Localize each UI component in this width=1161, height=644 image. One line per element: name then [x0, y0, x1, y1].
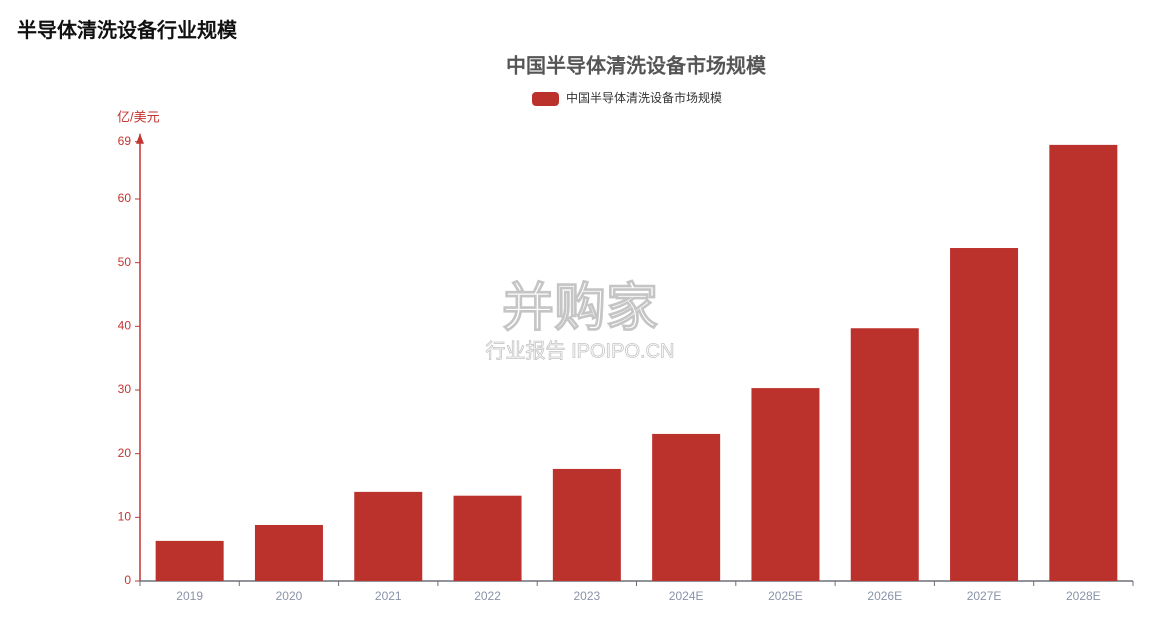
x-tick-label: 2025E	[768, 589, 803, 603]
legend-swatch	[532, 92, 559, 106]
y-tick-label: 69	[118, 134, 132, 148]
x-tick-label: 2022	[474, 589, 501, 603]
x-tick-label: 2021	[375, 589, 402, 603]
x-tick-label: 2023	[573, 589, 600, 603]
y-tick-label: 50	[118, 255, 132, 269]
x-tick-label: 2024E	[669, 589, 704, 603]
y-tick-label: 10	[118, 510, 132, 524]
bar	[1049, 144, 1118, 581]
bar	[155, 540, 224, 581]
bar	[453, 495, 522, 581]
bar	[652, 433, 721, 581]
bar	[552, 468, 621, 581]
bar	[254, 524, 323, 581]
watermark: 并购家	[502, 280, 658, 338]
y-tick-label: 40	[118, 319, 132, 333]
bar	[850, 328, 919, 581]
x-tick-label: 2020	[276, 589, 303, 603]
legend-label: 中国半导体清洗设备市场规模	[566, 90, 722, 105]
y-tick-label: 0	[124, 573, 131, 587]
x-tick-label: 2026E	[867, 589, 902, 603]
watermark-sub: 行业报告 IPOIPO.CN	[486, 339, 675, 362]
bar	[354, 491, 423, 581]
x-tick-label: 2019	[176, 589, 203, 603]
bar	[950, 248, 1019, 582]
y-tick-label: 30	[118, 382, 132, 396]
page-title: 半导体清洗设备行业规模	[17, 20, 237, 42]
chart-title: 中国半导体清洗设备市场规模	[506, 53, 767, 77]
x-tick-label: 2028E	[1066, 589, 1101, 603]
y-tick-label: 20	[118, 446, 132, 460]
bar	[751, 388, 820, 581]
x-tick-label: 2027E	[967, 589, 1002, 603]
y-axis-label: 亿/美元	[117, 109, 160, 124]
y-tick-label: 60	[118, 191, 132, 205]
